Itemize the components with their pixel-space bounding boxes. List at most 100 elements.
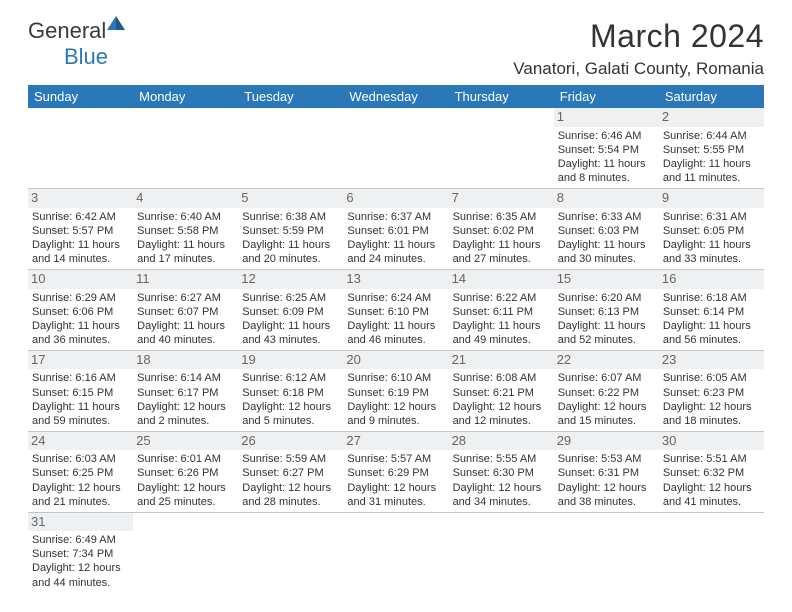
- daylight-text: Daylight: 11 hours and 36 minutes.: [32, 319, 129, 347]
- daylight-text: Daylight: 12 hours and 12 minutes.: [453, 400, 550, 428]
- calendar-day-cell: 24Sunrise: 6:03 AMSunset: 6:25 PMDayligh…: [28, 431, 133, 512]
- sunrise-text: Sunrise: 5:59 AM: [242, 452, 339, 466]
- calendar-day-cell: 26Sunrise: 5:59 AMSunset: 6:27 PMDayligh…: [238, 431, 343, 512]
- sunset-text: Sunset: 6:32 PM: [663, 466, 760, 480]
- calendar-day-cell: 1Sunrise: 6:46 AMSunset: 5:54 PMDaylight…: [554, 108, 659, 188]
- calendar-day-cell: 22Sunrise: 6:07 AMSunset: 6:22 PMDayligh…: [554, 350, 659, 431]
- sunset-text: Sunset: 6:26 PM: [137, 466, 234, 480]
- sunset-text: Sunset: 5:59 PM: [242, 224, 339, 238]
- sunset-text: Sunset: 6:30 PM: [453, 466, 550, 480]
- day-number: 30: [659, 432, 764, 451]
- calendar-day-cell: [238, 108, 343, 188]
- calendar-day-cell: [449, 108, 554, 188]
- day-number: 7: [449, 189, 554, 208]
- calendar-day-cell: 19Sunrise: 6:12 AMSunset: 6:18 PMDayligh…: [238, 350, 343, 431]
- calendar-week-row: 10Sunrise: 6:29 AMSunset: 6:06 PMDayligh…: [28, 269, 764, 350]
- calendar-day-cell: 25Sunrise: 6:01 AMSunset: 6:26 PMDayligh…: [133, 431, 238, 512]
- sunrise-text: Sunrise: 6:12 AM: [242, 371, 339, 385]
- daylight-text: Daylight: 12 hours and 15 minutes.: [558, 400, 655, 428]
- day-number: 19: [238, 351, 343, 370]
- day-number: 17: [28, 351, 133, 370]
- sunrise-text: Sunrise: 6:24 AM: [347, 291, 444, 305]
- day-number: 13: [343, 270, 448, 289]
- day-number: 4: [133, 189, 238, 208]
- sunrise-text: Sunrise: 6:07 AM: [558, 371, 655, 385]
- calendar-day-cell: 8Sunrise: 6:33 AMSunset: 6:03 PMDaylight…: [554, 188, 659, 269]
- calendar-body: 1Sunrise: 6:46 AMSunset: 5:54 PMDaylight…: [28, 108, 764, 593]
- calendar-day-cell: [28, 108, 133, 188]
- day-header: Thursday: [449, 85, 554, 108]
- sunset-text: Sunset: 6:25 PM: [32, 466, 129, 480]
- sunrise-text: Sunrise: 6:49 AM: [32, 533, 129, 547]
- day-header: Friday: [554, 85, 659, 108]
- daylight-text: Daylight: 12 hours and 44 minutes.: [32, 561, 129, 589]
- sunrise-text: Sunrise: 6:42 AM: [32, 210, 129, 224]
- daylight-text: Daylight: 11 hours and 59 minutes.: [32, 400, 129, 428]
- calendar-day-cell: [238, 512, 343, 592]
- logo-text: General Blue: [28, 18, 125, 70]
- daylight-text: Daylight: 11 hours and 56 minutes.: [663, 319, 760, 347]
- sunset-text: Sunset: 6:10 PM: [347, 305, 444, 319]
- title-block: March 2024 Vanatori, Galati County, Roma…: [513, 18, 764, 79]
- daylight-text: Daylight: 11 hours and 8 minutes.: [558, 157, 655, 185]
- daylight-text: Daylight: 12 hours and 34 minutes.: [453, 481, 550, 509]
- header: General Blue March 2024 Vanatori, Galati…: [28, 18, 764, 79]
- sunrise-text: Sunrise: 6:08 AM: [453, 371, 550, 385]
- calendar-day-cell: 15Sunrise: 6:20 AMSunset: 6:13 PMDayligh…: [554, 269, 659, 350]
- sunset-text: Sunset: 6:27 PM: [242, 466, 339, 480]
- calendar-day-cell: [554, 512, 659, 592]
- logo-text-general: General: [28, 18, 106, 43]
- day-number: 11: [133, 270, 238, 289]
- sunrise-text: Sunrise: 6:29 AM: [32, 291, 129, 305]
- day-number: 5: [238, 189, 343, 208]
- calendar-day-cell: 12Sunrise: 6:25 AMSunset: 6:09 PMDayligh…: [238, 269, 343, 350]
- sunset-text: Sunset: 6:18 PM: [242, 386, 339, 400]
- day-number: 29: [554, 432, 659, 451]
- daylight-text: Daylight: 11 hours and 14 minutes.: [32, 238, 129, 266]
- calendar-day-cell: 17Sunrise: 6:16 AMSunset: 6:15 PMDayligh…: [28, 350, 133, 431]
- sunrise-text: Sunrise: 6:22 AM: [453, 291, 550, 305]
- logo-text-blue: Blue: [28, 44, 108, 70]
- calendar-day-cell: 11Sunrise: 6:27 AMSunset: 6:07 PMDayligh…: [133, 269, 238, 350]
- sunrise-text: Sunrise: 6:40 AM: [137, 210, 234, 224]
- logo-triangle-icon-2: [116, 16, 125, 30]
- day-number: 2: [659, 108, 764, 127]
- sunset-text: Sunset: 5:57 PM: [32, 224, 129, 238]
- calendar-day-cell: 5Sunrise: 6:38 AMSunset: 5:59 PMDaylight…: [238, 188, 343, 269]
- sunrise-text: Sunrise: 6:20 AM: [558, 291, 655, 305]
- sunrise-text: Sunrise: 6:03 AM: [32, 452, 129, 466]
- daylight-text: Daylight: 11 hours and 27 minutes.: [453, 238, 550, 266]
- sunset-text: Sunset: 6:03 PM: [558, 224, 655, 238]
- sunset-text: Sunset: 6:05 PM: [663, 224, 760, 238]
- calendar-day-cell: 18Sunrise: 6:14 AMSunset: 6:17 PMDayligh…: [133, 350, 238, 431]
- day-header: Wednesday: [343, 85, 448, 108]
- day-number: 18: [133, 351, 238, 370]
- calendar-table: SundayMondayTuesdayWednesdayThursdayFrid…: [28, 85, 764, 593]
- day-number: 12: [238, 270, 343, 289]
- daylight-text: Daylight: 11 hours and 24 minutes.: [347, 238, 444, 266]
- sunset-text: Sunset: 6:13 PM: [558, 305, 655, 319]
- daylight-text: Daylight: 11 hours and 33 minutes.: [663, 238, 760, 266]
- daylight-text: Daylight: 11 hours and 30 minutes.: [558, 238, 655, 266]
- calendar-day-cell: [133, 108, 238, 188]
- sunset-text: Sunset: 6:06 PM: [32, 305, 129, 319]
- day-number: 21: [449, 351, 554, 370]
- day-number: 15: [554, 270, 659, 289]
- sunset-text: Sunset: 6:15 PM: [32, 386, 129, 400]
- sunset-text: Sunset: 6:19 PM: [347, 386, 444, 400]
- day-number: 28: [449, 432, 554, 451]
- sunrise-text: Sunrise: 6:01 AM: [137, 452, 234, 466]
- calendar-week-row: 24Sunrise: 6:03 AMSunset: 6:25 PM Dayligh…: [28, 431, 764, 512]
- day-number: 20: [343, 351, 448, 370]
- day-number: 24: [28, 432, 133, 451]
- day-number: 14: [449, 270, 554, 289]
- calendar-day-cell: 3Sunrise: 6:42 AMSunset: 5:57 PMDaylight…: [28, 188, 133, 269]
- daylight-text: Daylight: 11 hours and 17 minutes.: [137, 238, 234, 266]
- daylight-text: Daylight: 11 hours and 49 minutes.: [453, 319, 550, 347]
- sunrise-text: Sunrise: 6:35 AM: [453, 210, 550, 224]
- sunset-text: Sunset: 6:11 PM: [453, 305, 550, 319]
- calendar-day-cell: 14 Sunrise: 6:22 AMSunset: 6:11 PMDayligh…: [449, 269, 554, 350]
- day-header: Sunday: [28, 85, 133, 108]
- calendar-day-cell: 27Sunrise: 5:57 AMSunset: 6:29 PMDayligh…: [343, 431, 448, 512]
- calendar-day-cell: [449, 512, 554, 592]
